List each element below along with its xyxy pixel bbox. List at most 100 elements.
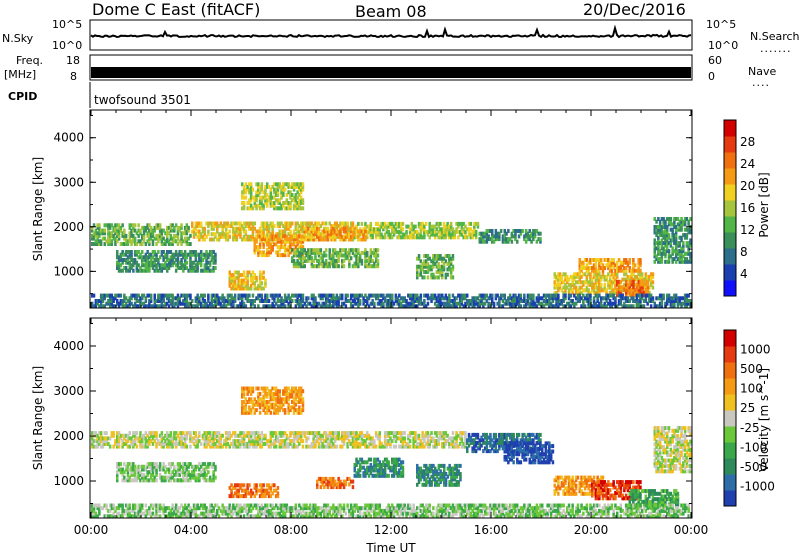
heatmap-cell bbox=[557, 277, 560, 282]
heatmap-cell bbox=[376, 296, 380, 301]
heatmap-cell bbox=[178, 239, 181, 244]
heatmap-cell bbox=[348, 433, 351, 438]
heatmap-cell bbox=[166, 231, 169, 236]
heatmap-cell bbox=[453, 444, 456, 449]
heatmap-cell bbox=[224, 439, 228, 444]
heatmap-cell bbox=[139, 304, 142, 309]
heatmap-cell bbox=[567, 277, 571, 282]
heatmap-cell bbox=[217, 237, 221, 242]
heatmap-cell bbox=[314, 232, 317, 237]
heatmap-cell bbox=[494, 234, 498, 239]
heatmap-cell bbox=[98, 441, 101, 446]
heatmap-cell bbox=[91, 304, 94, 309]
heatmap-cell bbox=[601, 304, 605, 309]
heatmap-cell bbox=[296, 248, 299, 253]
heatmap-cell bbox=[276, 253, 280, 258]
heatmap-cell bbox=[166, 293, 169, 298]
heatmap-cell bbox=[674, 299, 678, 303]
heatmap-cell bbox=[107, 299, 110, 303]
heatmap-cell bbox=[608, 282, 612, 287]
heatmap-cell bbox=[632, 272, 635, 277]
heatmap-cell bbox=[624, 277, 628, 282]
heatmap-cell bbox=[632, 268, 635, 273]
heatmap-cell bbox=[157, 296, 160, 301]
heatmap-cell bbox=[317, 234, 321, 239]
heatmap-cell bbox=[174, 263, 178, 268]
heatmap-cell bbox=[469, 299, 473, 303]
heatmap-cell bbox=[223, 299, 226, 303]
heatmap-cell bbox=[664, 233, 667, 238]
heatmap-cell bbox=[457, 235, 460, 240]
heatmap-cell bbox=[389, 235, 392, 240]
heatmap-cell bbox=[310, 232, 314, 237]
heatmap-cell bbox=[148, 231, 151, 236]
heatmap-cell bbox=[310, 261, 314, 266]
heatmap-cell bbox=[339, 237, 342, 242]
heatmap-cell bbox=[332, 444, 335, 449]
heatmap-cell bbox=[628, 266, 631, 270]
heatmap-cell bbox=[399, 221, 403, 226]
heatmap-cell bbox=[637, 304, 640, 309]
heatmap-cell bbox=[253, 433, 256, 438]
heatmap-cell bbox=[321, 436, 324, 441]
heatmap-cell bbox=[507, 237, 510, 242]
heatmap-cell bbox=[357, 444, 360, 449]
heatmap-cell bbox=[539, 301, 542, 306]
heatmap-cell bbox=[107, 301, 110, 306]
heatmap-cell bbox=[628, 268, 631, 273]
heatmap-cell bbox=[314, 250, 317, 255]
heatmap-cell bbox=[292, 184, 296, 189]
heatmap-cell bbox=[467, 232, 471, 237]
heatmap-cell bbox=[489, 449, 492, 454]
heatmap-cell bbox=[149, 231, 153, 236]
heatmap-cell bbox=[630, 293, 633, 298]
heatmap-cell bbox=[212, 250, 215, 254]
heatmap-cell bbox=[326, 293, 330, 298]
heatmap-cell bbox=[643, 290, 646, 295]
heatmap-cell bbox=[433, 439, 437, 444]
heatmap-cell bbox=[676, 257, 680, 262]
heatmap-cell bbox=[317, 229, 321, 234]
heatmap-cell bbox=[682, 254, 685, 259]
heatmap-cell bbox=[435, 441, 439, 446]
heatmap-cell bbox=[467, 432, 471, 437]
heatmap-cell bbox=[619, 285, 623, 290]
heatmap-cell bbox=[139, 441, 142, 446]
heatmap-cell bbox=[114, 231, 117, 236]
heatmap-cell bbox=[532, 296, 535, 301]
heatmap-cell bbox=[94, 233, 98, 238]
heatmap-cell bbox=[223, 224, 226, 229]
heatmap-cell bbox=[596, 280, 599, 285]
heatmap-cell bbox=[269, 224, 273, 229]
heatmap-cell bbox=[208, 444, 212, 449]
heatmap-cell bbox=[116, 439, 119, 444]
heatmap-cell bbox=[207, 266, 210, 270]
heatmap-cell bbox=[616, 290, 619, 295]
heatmap-cell bbox=[319, 304, 323, 309]
heatmap-cell bbox=[587, 268, 590, 273]
heatmap-cell bbox=[241, 299, 244, 303]
heatmap-cell bbox=[666, 299, 669, 303]
heatmap-cell bbox=[269, 250, 273, 255]
heatmap-cell bbox=[467, 229, 471, 234]
heatmap-cell bbox=[308, 221, 312, 226]
heatmap-cell bbox=[142, 268, 146, 273]
heatmap-cell bbox=[116, 231, 119, 236]
heatmap-cell bbox=[351, 248, 355, 253]
heatmap-cell bbox=[217, 232, 221, 237]
heatmap-cell bbox=[532, 301, 535, 306]
heatmap-cell bbox=[249, 278, 253, 283]
heatmap-cell bbox=[107, 239, 110, 244]
heatmap-cell bbox=[305, 439, 308, 444]
heatmap-cell bbox=[182, 268, 185, 273]
heatmap-cell bbox=[483, 446, 487, 451]
heatmap-cell bbox=[323, 304, 326, 309]
heatmap-cell bbox=[485, 234, 489, 239]
heatmap-cell bbox=[658, 222, 662, 227]
heatmap-cell bbox=[192, 260, 196, 265]
heatmap-cell bbox=[328, 293, 331, 298]
heatmap-cell bbox=[548, 296, 551, 301]
heatmap-cell bbox=[216, 431, 219, 436]
heatmap-cell bbox=[153, 293, 156, 298]
heatmap-cell bbox=[403, 439, 406, 444]
